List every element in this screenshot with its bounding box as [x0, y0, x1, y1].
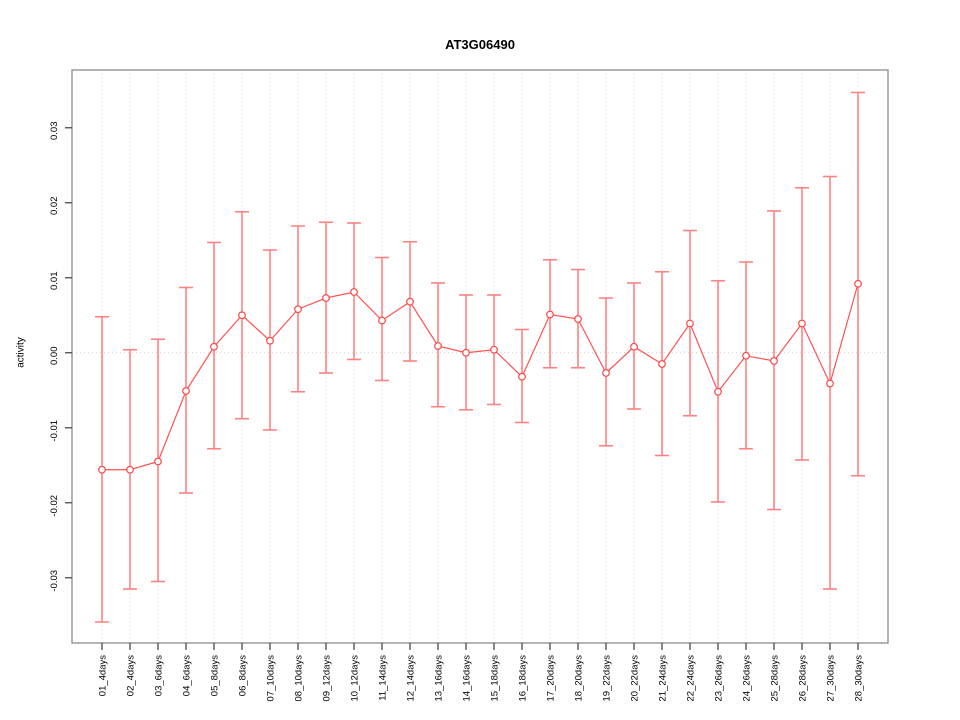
- y-axis-label: activity: [15, 337, 27, 368]
- y-tick-label: 0.03: [49, 122, 60, 141]
- chart-title: AT3G06490: [445, 37, 515, 52]
- data-point: [798, 319, 806, 328]
- data-point: [574, 315, 582, 323]
- data-point: [266, 336, 274, 345]
- data-point: [98, 465, 106, 474]
- data-point: [378, 316, 386, 325]
- x-tick-label: 23_26days: [714, 655, 725, 702]
- data-point: [406, 297, 414, 306]
- x-tick-label: 07_10days: [266, 655, 277, 702]
- x-tick-label: 10_12days: [350, 655, 361, 702]
- data-point: [546, 310, 554, 319]
- data-point: [126, 465, 134, 474]
- x-tick-label: 14_16days: [462, 655, 473, 702]
- x-tick-label: 01_4days: [98, 655, 109, 696]
- x-tick-label: 28_30days: [854, 655, 865, 702]
- data-point: [826, 379, 834, 388]
- data-point: [294, 305, 302, 314]
- x-tick-label: 02_4days: [126, 655, 137, 696]
- data-point: [210, 342, 218, 351]
- series-line: [102, 283, 859, 471]
- y-tick-label: -0.02: [49, 495, 60, 517]
- y-tick-label: 0.00: [49, 347, 60, 366]
- x-tick-label: 09_12days: [322, 655, 333, 702]
- data-point: [182, 387, 190, 395]
- data-point: [154, 457, 162, 466]
- x-tick-label: 27_30days: [826, 655, 837, 702]
- x-tick-label: 04_6days: [182, 655, 193, 696]
- data-point: [434, 342, 442, 350]
- data-point: [658, 360, 666, 368]
- data-point: [462, 348, 470, 357]
- x-tick-label: 25_28days: [770, 655, 781, 702]
- plot-frame: [71, 69, 889, 644]
- x-tick-label: 18_20days: [574, 655, 585, 702]
- y-tick-label: 0.02: [49, 197, 60, 216]
- data-point: [518, 372, 526, 381]
- x-tick-label: 06_8days: [238, 655, 249, 696]
- data-point: [322, 294, 330, 302]
- data-point: [854, 279, 862, 288]
- data-point: [630, 342, 638, 351]
- data-point: [602, 369, 610, 377]
- y-tick-label: -0.01: [49, 420, 60, 442]
- data-point: [350, 288, 358, 296]
- x-tick-label: 03_6days: [154, 655, 165, 696]
- x-tick-label: 08_10days: [294, 655, 305, 702]
- x-tick-label: 22_24days: [686, 655, 697, 702]
- data-point: [238, 311, 246, 320]
- x-tick-label: 24_26days: [742, 655, 753, 702]
- x-tick-label: 12_14days: [406, 655, 417, 702]
- x-tick-label: 19_22days: [602, 655, 613, 702]
- x-tick-label: 05_8days: [210, 655, 221, 696]
- x-tick-label: 15_18days: [490, 655, 501, 702]
- data-point: [742, 351, 750, 360]
- x-tick-label: 21_24days: [658, 655, 669, 702]
- x-tick-label: 16_18days: [518, 655, 529, 702]
- data-point: [770, 357, 778, 365]
- x-tick-label: 13_16days: [434, 655, 445, 702]
- x-tick-label: 26_28days: [798, 655, 809, 702]
- y-tick-label: 0.01: [49, 272, 60, 291]
- x-tick-label: 17_20days: [546, 655, 557, 702]
- x-tick-label: 20_22days: [630, 655, 641, 702]
- data-point: [490, 345, 498, 354]
- data-point: [714, 387, 722, 396]
- y-tick-label: -0.03: [49, 570, 60, 592]
- x-tick-label: 11_14days: [378, 655, 389, 701]
- data-point: [686, 319, 694, 328]
